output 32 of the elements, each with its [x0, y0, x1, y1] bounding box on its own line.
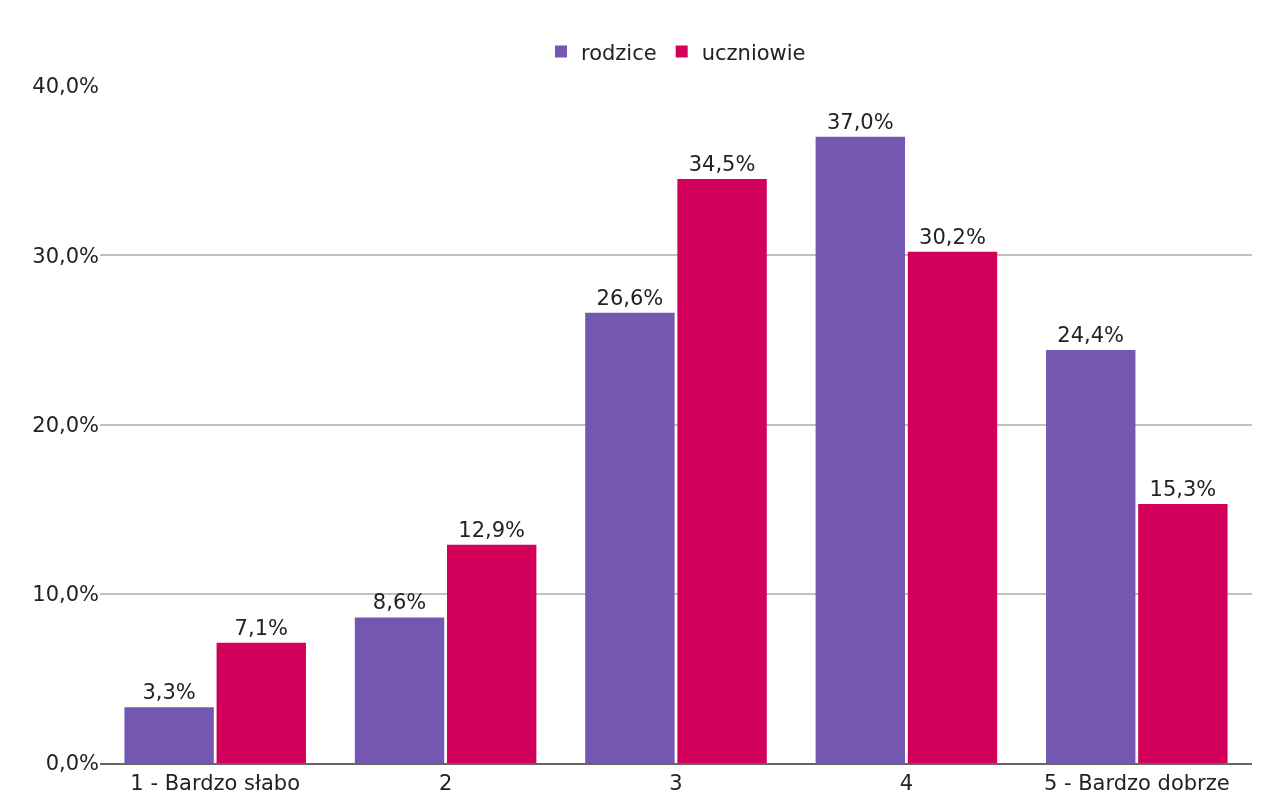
x-tick-label: 4	[899, 771, 914, 796]
x-tick-label: 3	[669, 771, 683, 796]
data-label: 7,1%	[234, 615, 288, 640]
data-label: 24,4%	[1057, 323, 1125, 348]
x-tick-label: 1 - Bardzo słabo	[130, 771, 301, 796]
data-label: 15,3%	[1149, 477, 1217, 502]
bar	[354, 617, 445, 763]
data-label: 34,5%	[688, 152, 756, 177]
bar	[124, 707, 214, 763]
data-label: 12,9%	[458, 517, 526, 542]
y-tick-label: 0,0%	[45, 751, 99, 776]
data-label: 37,0%	[826, 109, 894, 134]
data-label: 26,6%	[596, 285, 664, 310]
bar	[446, 544, 537, 763]
bar	[585, 312, 675, 763]
y-tick-label: 20,0%	[32, 412, 99, 437]
data-label: 30,2%	[919, 224, 986, 249]
bar	[1138, 504, 1228, 763]
data-label: 3,3%	[142, 680, 196, 705]
y-tick-label: 30,0%	[32, 243, 99, 268]
bar	[815, 136, 906, 763]
y-tick-label: 40,0%	[32, 74, 99, 99]
x-tick-label: 5 - Bardzo dobrze	[1043, 771, 1230, 796]
legend-label: uczniowie	[701, 40, 806, 65]
x-tick-label: 2	[438, 771, 453, 796]
bar	[907, 251, 998, 763]
bar	[1046, 350, 1136, 763]
bar	[677, 179, 767, 763]
bar	[216, 642, 306, 763]
data-label: 8,6%	[372, 590, 427, 615]
legend-label: rodzice	[581, 40, 657, 65]
y-tick-label: 10,0%	[32, 582, 99, 607]
